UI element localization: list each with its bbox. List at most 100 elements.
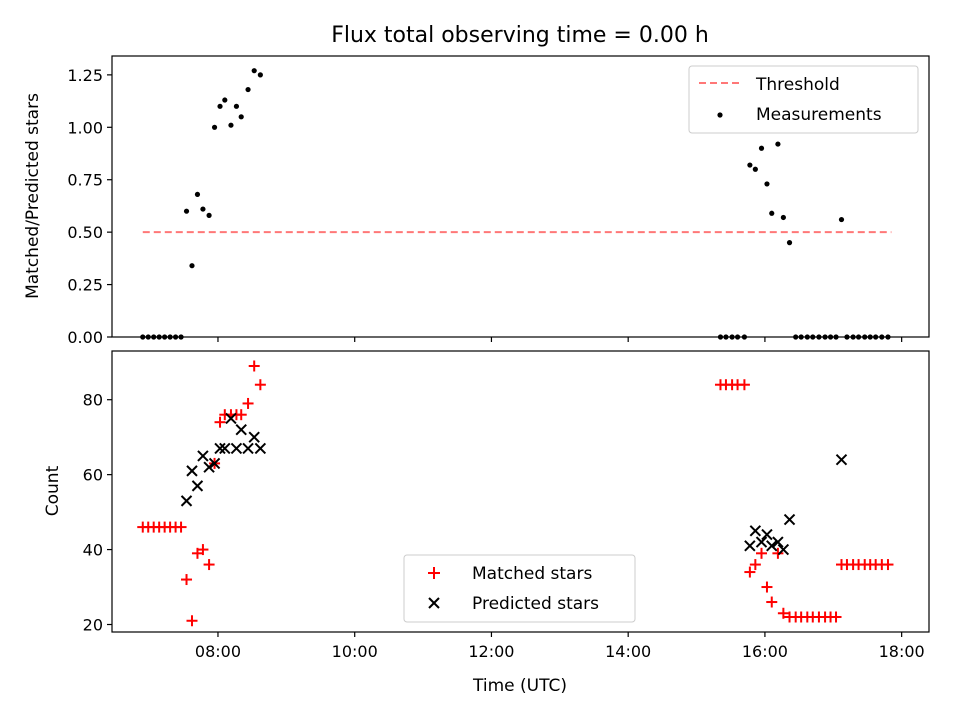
measurement-point [200,206,206,212]
measurement-point [233,103,240,109]
x-tick-label: 14:00 [605,642,651,661]
top-legend-box [688,65,919,134]
bottom-legend-box [403,554,636,623]
matched-stars-point [772,547,784,559]
y-tick-label: 1.00 [67,118,103,137]
predicted-stars-point [755,536,768,548]
matched-stars-point [882,559,894,571]
matched-stars-point [186,615,198,627]
legend-threshold-label: Threshold [755,75,840,95]
measurement-point [838,216,845,223]
bottom-panel-marks [137,360,894,627]
legend-matched-label: Matched stars [472,564,592,584]
measurement-point [222,97,228,103]
matched-stars-point [777,607,789,619]
measurement-point [194,191,201,198]
measurement-point [764,181,770,187]
predicted-stars-point [225,412,237,425]
matched-stars-point [248,360,260,372]
y-tick-label: 60 [83,466,103,485]
measurement-point [786,240,793,246]
y-tick-label: 0.50 [67,223,103,242]
predicted-stars-point [191,480,204,492]
top-panel: Flux total observing time = 0.00 h 0.000… [23,23,930,347]
matched-stars-point [175,521,187,533]
predicted-stars-point [197,450,209,462]
predicted-stars-point [749,525,762,537]
measurement-point [228,122,234,128]
measurement-point [238,114,244,120]
bottom-panel: 20 40 60 80 08:00 10:00 12:00 14:00 16:00 18:00 C… [43,350,930,696]
matched-stars-point [181,574,193,586]
legend-matched-swatch [428,567,440,579]
x-tick-label: 08:00 [195,642,241,661]
predicted-stars-point [744,540,756,552]
matched-stars-point [242,397,254,409]
measurement-point [183,208,190,214]
predicted-stars-point [766,540,778,552]
predicted-stars-point [230,442,243,455]
predicted-stars-point [235,423,247,436]
y-tick-label: 1.25 [67,66,103,85]
measurement-point [245,86,251,93]
measurement-point [769,210,775,216]
measurement-point [211,124,218,130]
measurement-point [780,214,786,221]
matched-stars-point [744,566,756,578]
legend-predicted-swatch [428,597,440,609]
measurement-point [775,141,781,147]
matched-stars-point [203,559,215,571]
predicted-stars-point [214,442,226,455]
predicted-stars-point [835,453,848,466]
matched-stars-point [755,547,767,559]
x-tick-label: 12:00 [468,642,514,661]
matched-stars-point [197,544,209,556]
predicted-stars-point [186,465,198,477]
bottom-legend: Matched stars Predicted stars [403,554,636,623]
legend-predicted-label: Predicted stars [472,594,599,614]
measurement-point [752,166,758,172]
predicted-stars-point [248,431,260,443]
top-y-axis-label: Matched/Predicted stars [23,93,43,299]
matched-stars-point [749,559,761,571]
matched-stars-point [830,611,842,623]
predicted-stars-point [254,442,267,455]
x-tick-label: 16:00 [742,642,788,661]
chart-title: Flux total observing time = 0.00 h [331,23,709,48]
y-tick-label: 80 [83,391,103,410]
predicted-stars-point [219,442,231,455]
measurement-point [251,68,257,74]
y-tick-label: 20 [83,616,103,635]
legend-measurements-label: Measurements [756,105,882,125]
measurement-point [206,212,212,218]
matched-stars-point [254,379,266,391]
matched-stars-point [214,416,226,428]
top-panel-ticks: 0.00 0.25 0.50 0.75 1.00 1.25 [67,66,903,347]
y-tick-label: 0.75 [67,171,103,190]
legend-measurements-swatch [717,112,723,118]
bottom-panel-frame [111,350,930,633]
predicted-stars-point [180,495,193,507]
measurement-point [257,72,263,78]
x-axis-label: Time (UTC) [472,676,567,696]
predicted-stars-point [777,543,790,556]
predicted-stars-point [203,461,215,473]
y-tick-label: 0.25 [67,276,103,295]
x-tick-label: 10:00 [332,642,378,661]
predicted-stars-point [242,442,254,455]
predicted-stars-point [761,528,773,541]
measurement-point [758,145,765,151]
matched-stars-point [738,379,750,391]
matched-stars-point [766,596,778,608]
top-legend: Threshold Measurements [688,65,919,134]
bottom-y-axis-label: Count [43,465,63,516]
top-panel-frame [111,55,930,338]
measurement-point [747,162,753,168]
y-tick-label: 40 [83,541,103,560]
x-tick-label: 18:00 [879,642,925,661]
bottom-panel-ticks: 20 40 60 80 08:00 10:00 12:00 14:00 16:00 18:00 [83,391,925,661]
measurement-point [217,103,223,109]
predicted-stars-point [783,513,796,526]
predicted-stars-point [208,457,221,470]
